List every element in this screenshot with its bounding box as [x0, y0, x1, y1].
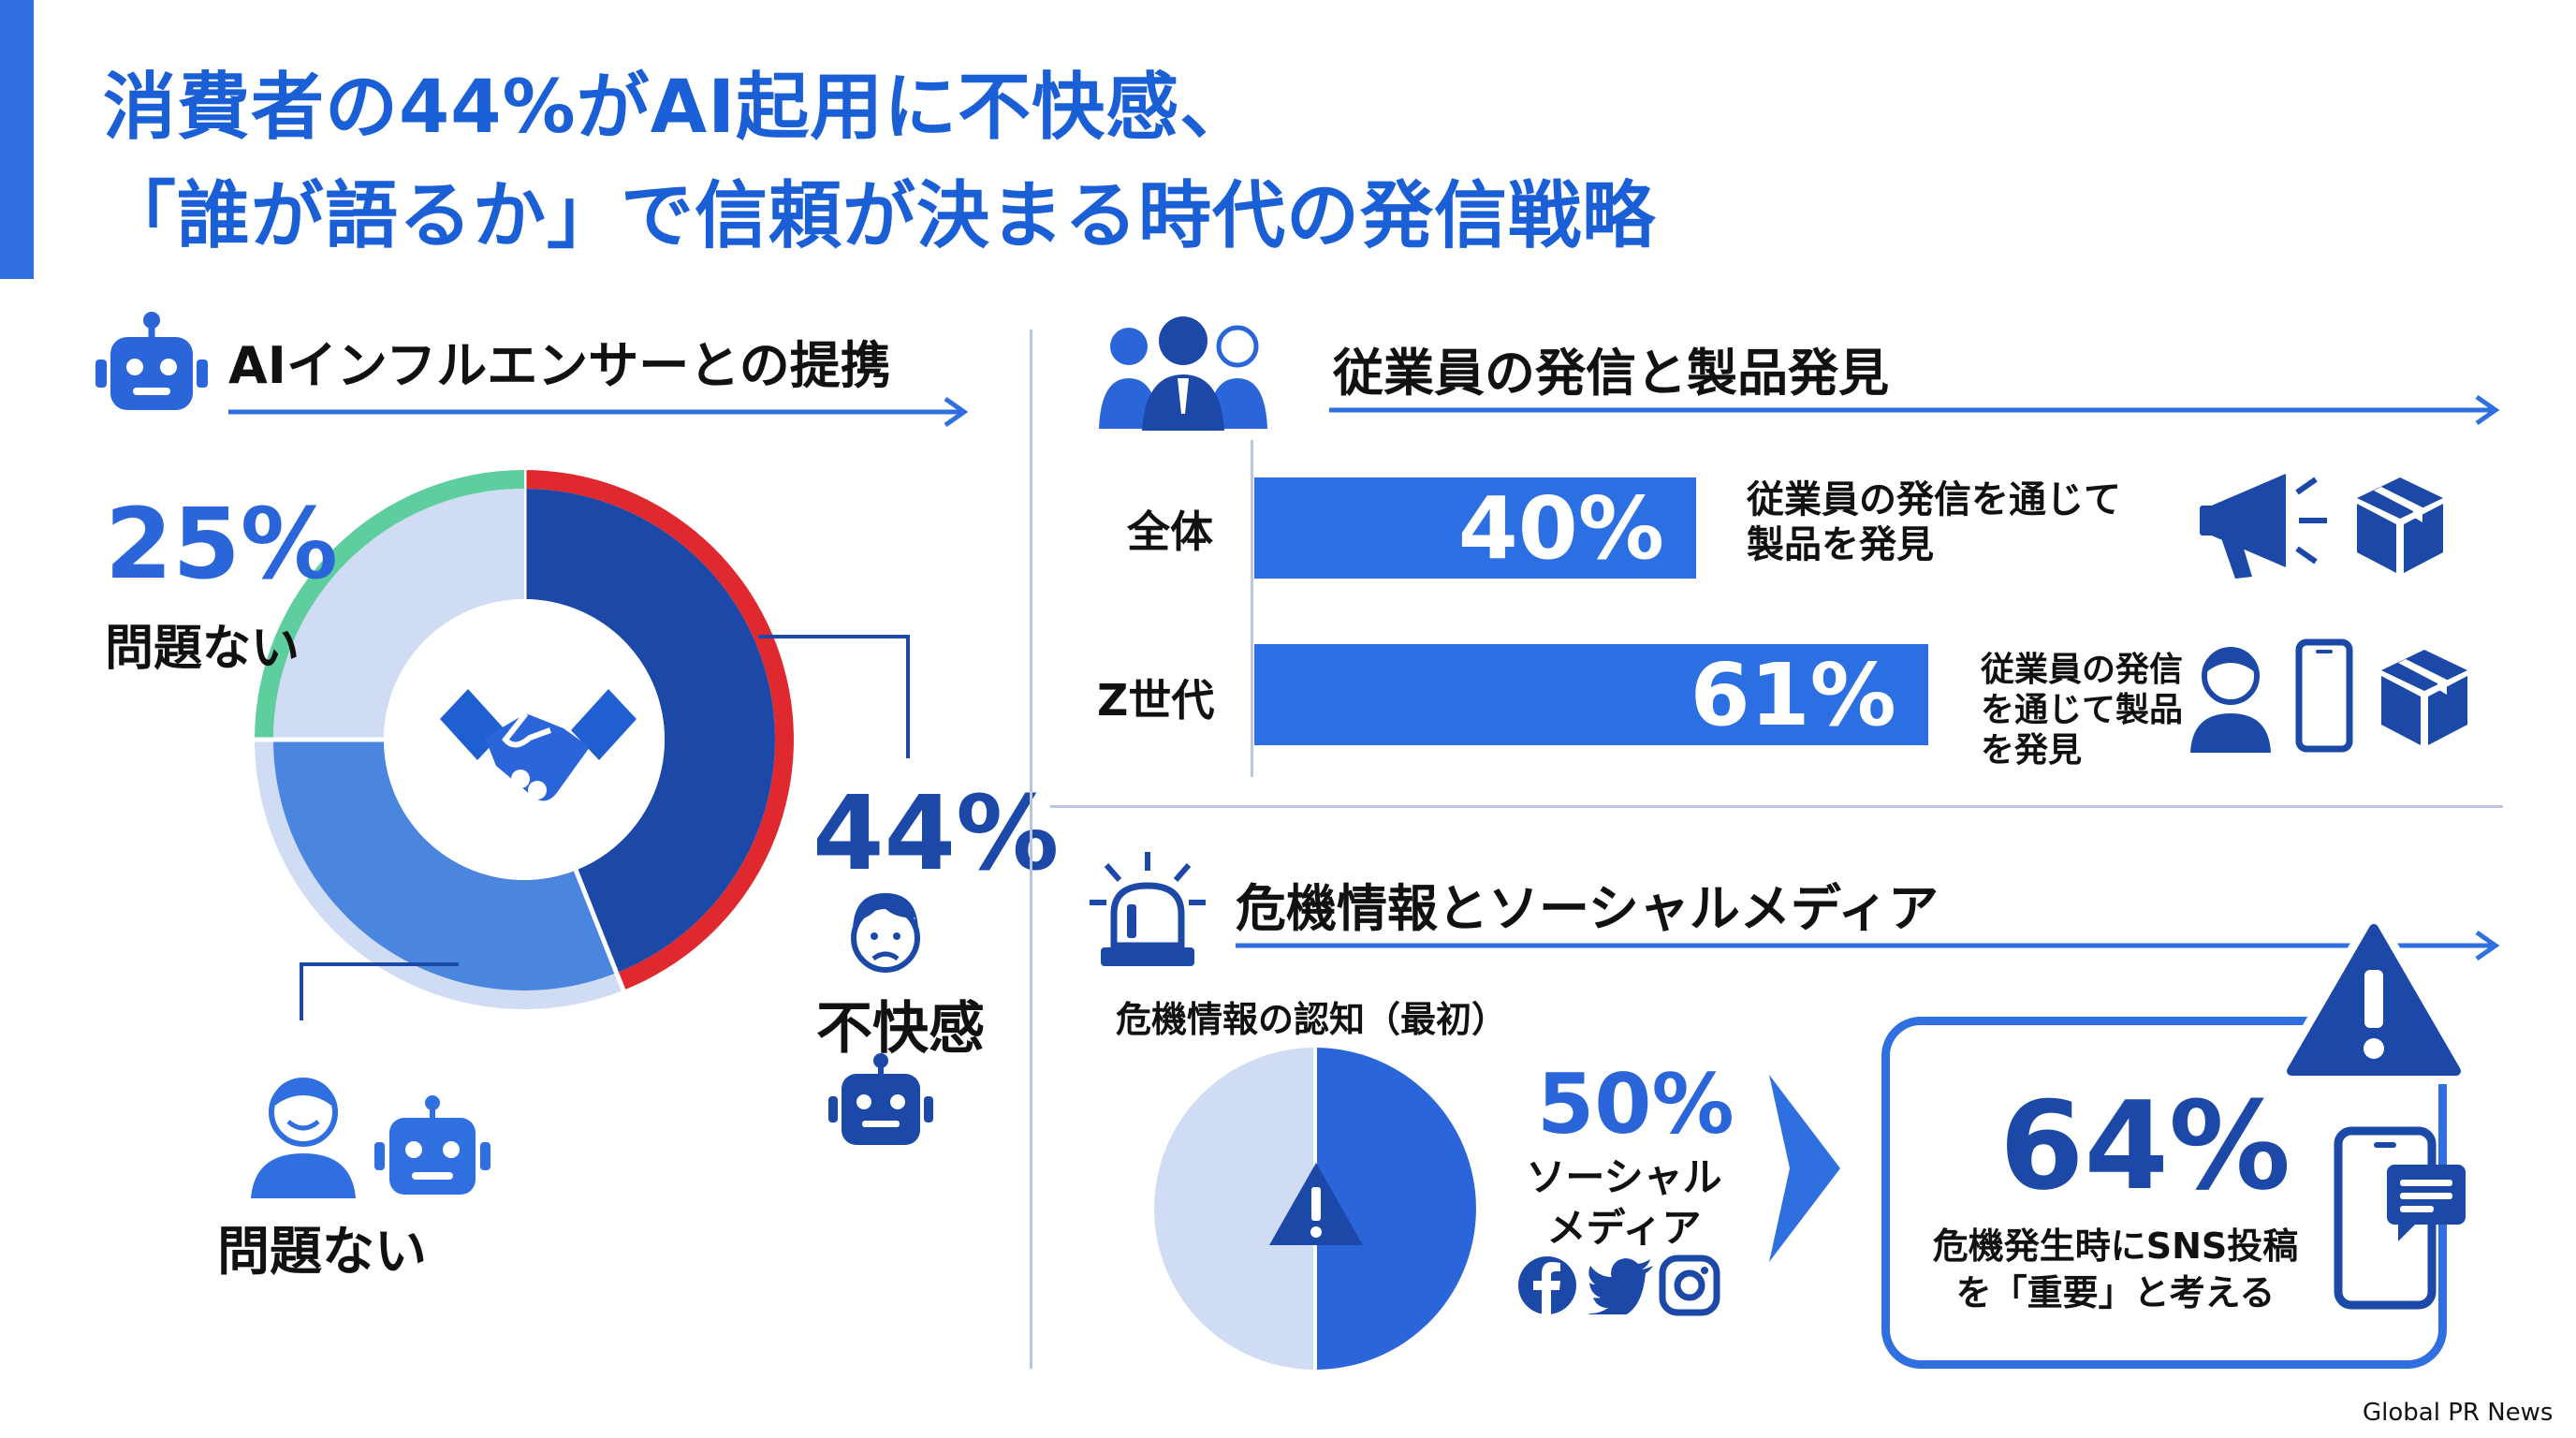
- label-25pct: 25%: [105, 487, 338, 601]
- label-44pct: 44%: [812, 773, 1060, 893]
- people-icon: [1090, 309, 1277, 431]
- bar2-note: 従業員の発信 を通じて製品 を発見: [1981, 650, 2183, 771]
- bar1-note: 従業員の発信を通じて 製品を発見: [1747, 477, 2121, 567]
- bar-overall: 40%: [1254, 477, 1696, 579]
- section-divider-horizontal: [1050, 805, 2503, 808]
- flow-chevron-icon: [1769, 1075, 1840, 1262]
- handshake-icon: [440, 682, 637, 822]
- box-icon: [2353, 474, 2447, 577]
- bar1-category: 全体: [1127, 506, 1213, 557]
- bar2-note-line3: を発見: [1981, 731, 2083, 770]
- unhappy-face-icon: [847, 888, 924, 981]
- phone-chat-icon: [2327, 1123, 2467, 1311]
- crisis-pie-title: 危機情報の認知（最初）: [1116, 999, 1508, 1040]
- box-label-line2: を「重要」と考える: [1955, 1272, 2276, 1313]
- employee-section-title: 従業員の発信と製品発見: [1333, 344, 1889, 403]
- page-title-line2: 「誰が語るか」で信頼が決まる時代の発信戦略: [103, 174, 1657, 258]
- label-ok-bottom: 問題ない: [217, 1222, 427, 1283]
- box-label-line1: 危機発生時にSNS投稿: [1932, 1225, 2299, 1267]
- crisis-section-arrow: [1236, 927, 2509, 964]
- bar2-category: Z世代: [1097, 675, 1215, 726]
- bar1-note-line1: 従業員の発信を通じて: [1747, 478, 2121, 521]
- donut-segment-discomfort: [524, 489, 776, 974]
- donut-segment-ok-robot: [273, 740, 617, 990]
- bar1-note-line2: 製品を発見: [1747, 523, 1934, 566]
- person-icon: [245, 1067, 361, 1198]
- instagram-icon: [1659, 1255, 1720, 1316]
- section-divider-vertical: [1030, 330, 1032, 1369]
- donut-segment-ok-human-rim: [255, 470, 524, 740]
- facebook-icon: [1516, 1255, 1584, 1316]
- leader-lines: [300, 627, 955, 1020]
- donut-separator: [573, 869, 626, 991]
- box-icon-2: [2378, 646, 2471, 749]
- warning-icon-small: [1266, 1159, 1367, 1249]
- crisis-pie-social: [1315, 1048, 1476, 1370]
- donut-segment-ok-robot-rim: [255, 740, 624, 1009]
- bar2-note-line1: 従業員の発信: [1981, 651, 2184, 689]
- bar-genz-value: 61%: [1690, 644, 1896, 745]
- crisis-section-title: 危機情報とソーシャルメディア: [1236, 879, 1939, 938]
- crisis-pie-other: [1154, 1048, 1315, 1370]
- label-discomfort: 不快感: [816, 996, 985, 1062]
- twitter-icon: [1588, 1258, 1655, 1319]
- sns-value: 50%: [1537, 1056, 1734, 1152]
- page-title-line1: 消費者の44%がAI起用に不快感、: [103, 66, 1254, 150]
- robot-icon: [94, 311, 215, 423]
- source-credit: Global PR News: [2363, 1399, 2554, 1427]
- crisis-pie-chart: [1151, 1045, 1479, 1372]
- bar-genz: 61%: [1254, 644, 1928, 745]
- ai-section-title: AIインフルエンサーとの提携: [228, 336, 891, 395]
- donut-chart: [253, 468, 796, 1011]
- bar-axis: [1251, 440, 1253, 777]
- label-ok-top: 問題ない: [105, 621, 300, 677]
- title-accent-bar: [0, 0, 34, 279]
- box-value: 64%: [1999, 1075, 2291, 1217]
- siren-icon: [1086, 848, 1209, 970]
- bar2-note-line2: を通じて製品: [1981, 691, 2184, 730]
- robot-icon-bottom: [374, 1095, 490, 1200]
- bar-overall-value: 40%: [1457, 477, 1664, 579]
- warning-icon: [2276, 913, 2472, 1085]
- donut-segment-ok-human: [273, 489, 524, 740]
- employee-section-arrow: [1329, 391, 2509, 429]
- person-icon-small: [2187, 640, 2275, 753]
- megaphone-icon: [2200, 464, 2334, 584]
- robot-icon-small: [828, 1053, 933, 1151]
- sns-label-line1: ソーシャル: [1526, 1154, 1722, 1200]
- sns-label-line2: メディア: [1546, 1205, 1702, 1251]
- ai-section-arrow: [228, 393, 977, 431]
- smartphone-icon: [2295, 638, 2353, 753]
